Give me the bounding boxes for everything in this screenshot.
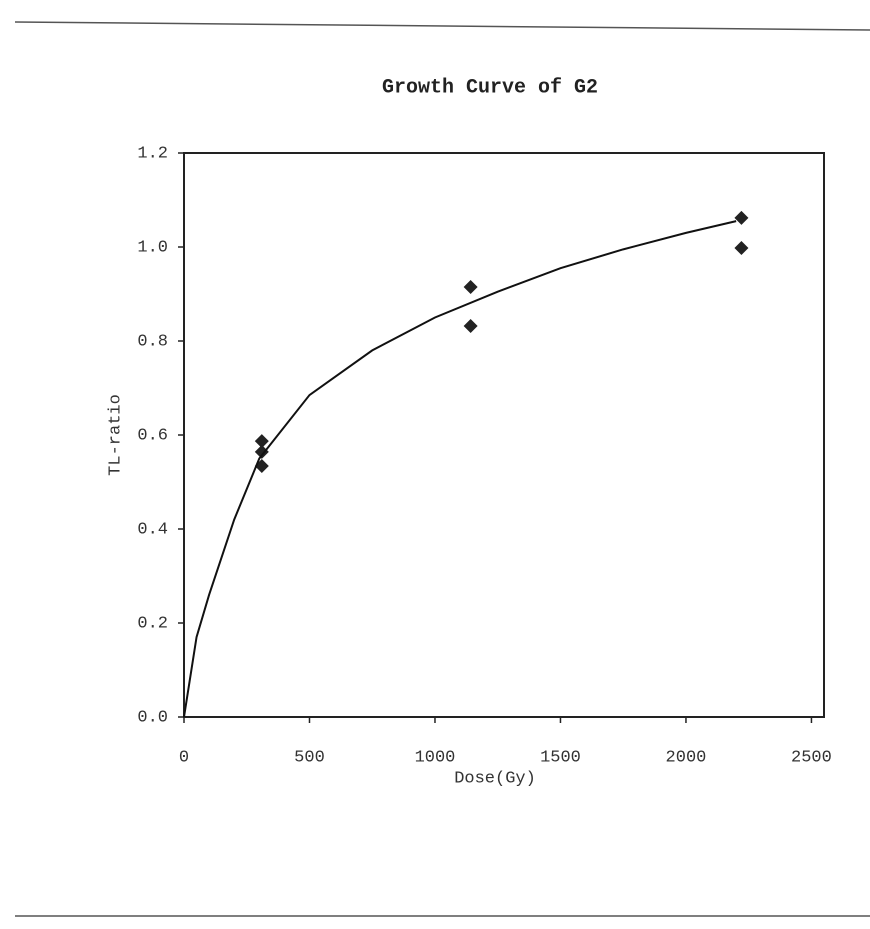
y-tick-label: 0.8	[137, 332, 168, 351]
data-point	[734, 210, 749, 225]
y-axis-label: TL-ratio	[106, 394, 125, 476]
y-tick-label: 1.2	[137, 144, 168, 163]
x-tick-label: 1500	[540, 748, 581, 767]
data-point	[254, 434, 269, 449]
y-tick-label: 0.2	[137, 614, 168, 633]
data-point	[463, 279, 478, 294]
chart-title: Growth Curve of G2	[382, 76, 598, 99]
data-point	[463, 318, 478, 333]
x-tick-label: 500	[294, 748, 325, 767]
y-tick-label: 1.0	[137, 238, 168, 257]
data-point	[254, 444, 269, 459]
y-tick-label: 0.0	[137, 708, 168, 727]
x-tick-label: 0	[179, 748, 189, 767]
page-frame-top	[14, 21, 870, 31]
x-tick-label: 2500	[791, 748, 832, 767]
y-tick-label: 0.6	[137, 426, 168, 445]
x-tick-label: 2000	[666, 748, 707, 767]
data-point	[734, 240, 749, 255]
y-tick-label: 0.4	[137, 520, 168, 539]
fit-curve	[183, 220, 737, 718]
x-tick-label: 1000	[415, 748, 456, 767]
x-axis-label: Dose(Gy)	[454, 769, 536, 788]
